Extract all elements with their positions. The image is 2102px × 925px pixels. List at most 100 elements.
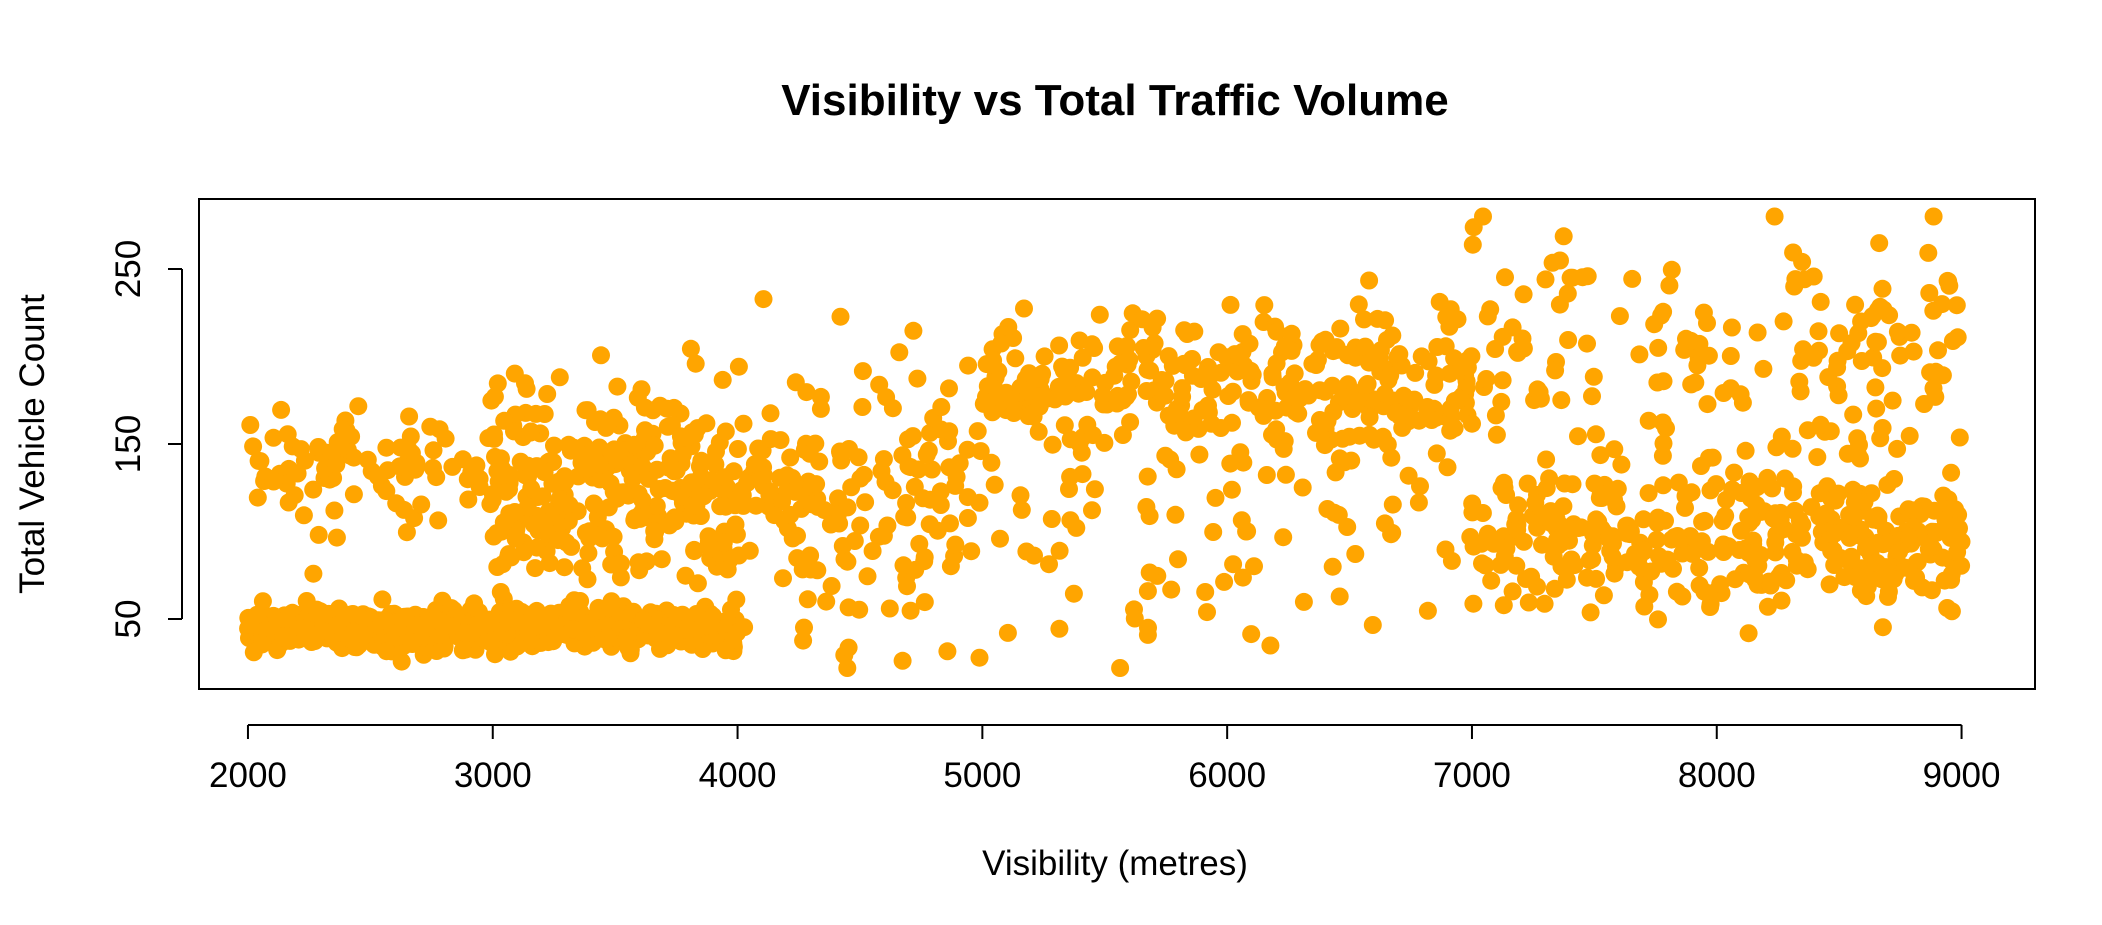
data-point xyxy=(502,548,521,567)
data-point xyxy=(625,511,644,530)
data-point xyxy=(904,321,923,340)
data-point xyxy=(894,556,913,575)
data-point xyxy=(1083,368,1102,387)
data-point xyxy=(541,604,560,623)
data-point xyxy=(1476,556,1495,575)
data-point xyxy=(1552,391,1571,410)
data-point xyxy=(838,498,857,517)
data-point xyxy=(1245,557,1263,576)
data-point xyxy=(1711,575,1730,594)
data-point xyxy=(747,496,765,515)
data-point xyxy=(992,334,1011,353)
data-point xyxy=(1662,260,1681,279)
data-point xyxy=(687,605,706,623)
data-point xyxy=(538,385,557,403)
data-point xyxy=(1173,387,1192,406)
data-point xyxy=(1668,527,1687,545)
data-point xyxy=(1267,354,1286,373)
data-point xyxy=(1334,388,1353,406)
data-point xyxy=(1166,505,1185,524)
data-point xyxy=(1330,449,1349,468)
data-point xyxy=(1870,234,1889,253)
data-point xyxy=(1241,361,1260,380)
data-point xyxy=(399,440,418,459)
data-point xyxy=(1427,444,1446,463)
data-point xyxy=(1503,582,1522,601)
data-point xyxy=(1162,580,1181,599)
data-point xyxy=(625,435,644,454)
data-point xyxy=(1494,596,1513,615)
data-point xyxy=(1267,322,1286,341)
data-point xyxy=(611,554,630,573)
data-point xyxy=(950,454,969,473)
data-point xyxy=(1537,450,1556,469)
data-point xyxy=(1139,618,1157,637)
data-point xyxy=(1224,555,1243,574)
data-point xyxy=(1804,348,1823,367)
data-point xyxy=(1176,423,1195,442)
data-point xyxy=(1586,425,1605,444)
data-point xyxy=(1793,528,1811,547)
data-point xyxy=(716,497,735,516)
data-point xyxy=(1919,243,1938,262)
data-point xyxy=(1355,310,1373,329)
data-point xyxy=(735,618,754,637)
data-point xyxy=(611,568,630,587)
data-point xyxy=(1108,394,1126,413)
data-point xyxy=(1743,510,1762,529)
data-point xyxy=(1811,415,1830,434)
data-point xyxy=(1293,478,1312,497)
data-point xyxy=(1494,473,1513,492)
data-point xyxy=(484,527,503,546)
data-point xyxy=(931,496,950,514)
data-point xyxy=(1581,603,1600,622)
data-point xyxy=(578,614,596,633)
data-point xyxy=(1924,207,1943,226)
data-point xyxy=(1868,554,1887,572)
data-point xyxy=(1263,368,1282,387)
data-point xyxy=(304,564,323,583)
data-point xyxy=(325,501,344,520)
data-point xyxy=(1664,559,1682,578)
data-point xyxy=(1519,593,1538,612)
data-point xyxy=(959,356,978,375)
data-point xyxy=(1820,575,1839,594)
data-point xyxy=(932,398,951,416)
data-point xyxy=(1406,363,1425,382)
data-point xyxy=(241,416,260,434)
data-point xyxy=(1203,380,1222,399)
data-point xyxy=(264,472,283,491)
data-point xyxy=(1869,511,1888,530)
data-point xyxy=(874,526,893,545)
data-point xyxy=(1888,322,1907,341)
data-point xyxy=(1594,586,1613,605)
data-point xyxy=(1929,341,1947,360)
data-point xyxy=(251,452,270,471)
data-point xyxy=(1410,411,1429,430)
data-point xyxy=(1222,480,1241,499)
data-point xyxy=(1874,535,1893,554)
data-point xyxy=(699,527,718,546)
data-point xyxy=(1331,319,1350,338)
data-point xyxy=(1828,358,1847,377)
data-point xyxy=(292,619,311,637)
data-point xyxy=(1761,576,1780,595)
data-point xyxy=(327,528,346,547)
data-point xyxy=(1197,366,1216,385)
data-point xyxy=(278,425,297,444)
data-point xyxy=(1639,411,1658,430)
data-point xyxy=(851,516,870,535)
data-point xyxy=(1463,494,1482,513)
data-point xyxy=(1015,299,1033,318)
data-point xyxy=(1517,570,1535,588)
data-point xyxy=(1907,553,1926,572)
data-point xyxy=(1095,433,1114,452)
data-point xyxy=(1542,514,1561,533)
data-point xyxy=(745,455,764,474)
data-point xyxy=(387,494,406,513)
data-point xyxy=(1340,427,1359,446)
data-point xyxy=(1440,317,1459,336)
data-point xyxy=(633,457,652,476)
data-point xyxy=(1934,486,1953,505)
data-point xyxy=(584,494,603,513)
